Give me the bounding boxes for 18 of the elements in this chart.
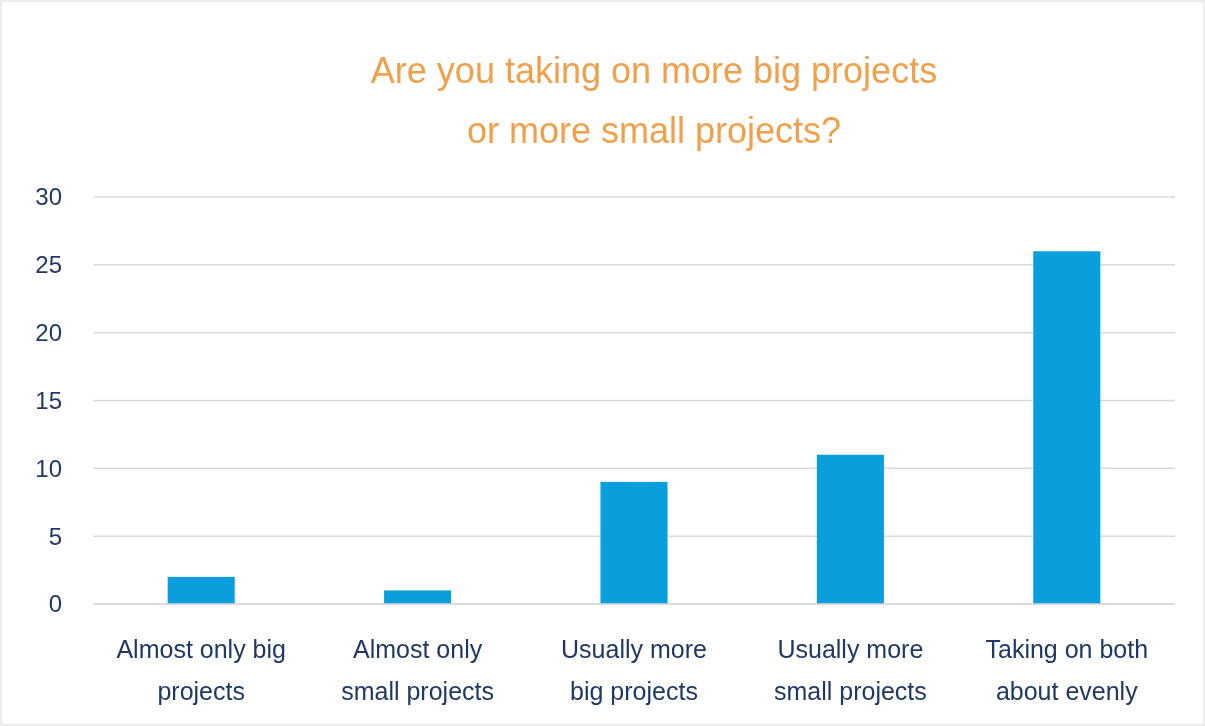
y-tick-label: 30 xyxy=(35,183,62,211)
y-tick-label: 15 xyxy=(35,386,62,414)
bar xyxy=(816,454,884,604)
y-tick-label: 5 xyxy=(48,522,62,550)
x-tick-label: Almost only small projects xyxy=(341,635,495,705)
bar xyxy=(167,576,235,604)
x-tick-label: Almost only big projects xyxy=(116,635,286,705)
y-tick-label: 20 xyxy=(35,319,62,347)
bar xyxy=(384,590,452,604)
x-tick-label: Taking on both about evenly xyxy=(985,635,1149,705)
bar xyxy=(600,481,668,604)
chart-title: Are you taking on more big projects or more small projects? xyxy=(370,50,938,151)
y-tick-label: 25 xyxy=(35,251,62,279)
y-tick-label: 10 xyxy=(35,454,62,482)
y-tick-label: 0 xyxy=(48,590,62,618)
x-tick-label: Usually more big projects xyxy=(561,635,707,705)
bar xyxy=(1033,251,1101,604)
x-tick-label: Usually more small projects xyxy=(773,635,927,705)
